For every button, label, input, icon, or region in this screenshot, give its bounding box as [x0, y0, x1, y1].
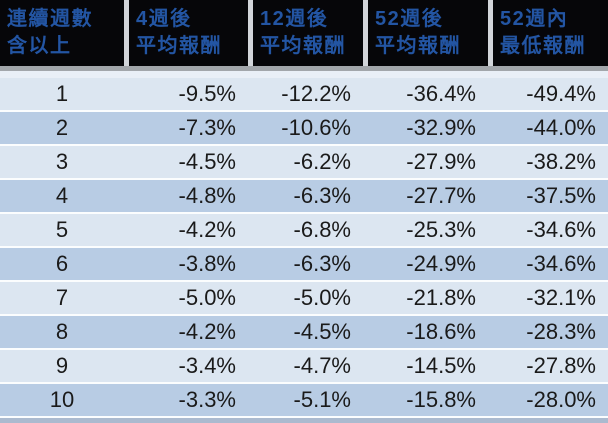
cell-value: -34.6%	[526, 217, 596, 242]
cell-value: -36.4%	[406, 81, 476, 106]
header-line: 平均報酬	[260, 35, 346, 57]
header-line: 52週後	[375, 8, 444, 30]
header-line: 最低報酬	[500, 35, 586, 57]
header-cell-52w-avg-return: 52週後 平均報酬	[363, 0, 488, 66]
table-row: 9 -3.4% -4.7% -14.5% -27.8%	[0, 350, 608, 384]
table-row: 10 -3.3% -5.1% -15.8% -28.0%	[0, 384, 608, 418]
cell-value: -32.1%	[526, 285, 596, 310]
cell-weeks: 5	[55, 217, 69, 242]
cell-value: -3.4%	[178, 353, 236, 378]
cell-weeks: 6	[55, 251, 69, 276]
header-cell-4w-avg-return: 4週後 平均報酬	[124, 0, 248, 66]
header-cell-52w-min-return: 52週內 最低報酬	[488, 0, 608, 66]
cell-value: -6.3%	[293, 251, 351, 276]
header-line: 12週後	[260, 8, 329, 30]
table-row: 2 -7.3% -10.6% -32.9% -44.0%	[0, 112, 608, 146]
header-line: 平均報酬	[136, 35, 222, 57]
cell-value: -21.8%	[406, 285, 476, 310]
cell-value: -4.2%	[178, 217, 236, 242]
cell-value: -6.3%	[293, 183, 351, 208]
cell-weeks: 4	[55, 183, 69, 208]
cell-weeks: 9	[55, 353, 69, 378]
header-line: 含以上	[7, 35, 72, 57]
header-cell-12w-avg-return: 12週後 平均報酬	[248, 0, 363, 66]
cell-weeks: 10	[49, 387, 75, 412]
cell-value: -18.6%	[406, 319, 476, 344]
table-row: 6 -3.8% -6.3% -24.9% -34.6%	[0, 248, 608, 282]
cell-weeks: 1	[55, 81, 69, 106]
table-bottom-strip	[0, 418, 608, 423]
cell-weeks: 3	[55, 149, 69, 174]
cell-value: -37.5%	[526, 183, 596, 208]
cell-value: -4.5%	[178, 149, 236, 174]
table-row: 3 -4.5% -6.2% -27.9% -38.2%	[0, 146, 608, 180]
cell-value: -7.3%	[178, 115, 236, 140]
table-row: 4 -4.8% -6.3% -27.7% -37.5%	[0, 180, 608, 214]
cell-value: -49.4%	[526, 81, 596, 106]
cell-value: -28.3%	[526, 319, 596, 344]
cell-weeks: 7	[55, 285, 69, 310]
table-row: 5 -4.2% -6.8% -25.3% -34.6%	[0, 214, 608, 248]
table-row: 1 -9.5% -12.2% -36.4% -49.4%	[0, 78, 608, 112]
table-row: 7 -5.0% -5.0% -21.8% -32.1%	[0, 282, 608, 316]
header-line: 平均報酬	[375, 35, 461, 57]
cell-value: -9.5%	[178, 81, 236, 106]
cell-value: -27.9%	[406, 149, 476, 174]
cell-value: -6.2%	[293, 149, 351, 174]
cell-weeks: 8	[55, 319, 69, 344]
cell-value: -10.6%	[281, 115, 351, 140]
header-line: 52週內	[500, 8, 569, 30]
cell-value: -12.2%	[281, 81, 351, 106]
cell-value: -5.0%	[178, 285, 236, 310]
cell-value: -25.3%	[406, 217, 476, 242]
cell-value: -5.0%	[293, 285, 351, 310]
cell-value: -27.8%	[526, 353, 596, 378]
cell-value: -38.2%	[526, 149, 596, 174]
cell-value: -32.9%	[406, 115, 476, 140]
cell-weeks: 2	[55, 115, 69, 140]
cell-value: -4.2%	[178, 319, 236, 344]
cell-value: -44.0%	[526, 115, 596, 140]
cell-value: -4.7%	[293, 353, 351, 378]
cell-value: -24.9%	[406, 251, 476, 276]
header-divider-light-band	[0, 71, 608, 78]
cell-value: -4.5%	[293, 319, 351, 344]
header-cell-consecutive-weeks: 連續週數 含以上	[0, 0, 124, 66]
cell-value: -27.7%	[406, 183, 476, 208]
cell-value: -5.1%	[293, 387, 351, 412]
cell-value: -34.6%	[526, 251, 596, 276]
cell-value: -3.8%	[178, 251, 236, 276]
cell-value: -3.3%	[178, 387, 236, 412]
header-line: 連續週數	[7, 8, 93, 30]
table-row: 8 -4.2% -4.5% -18.6% -28.3%	[0, 316, 608, 350]
cell-value: -28.0%	[526, 387, 596, 412]
cell-value: -15.8%	[406, 387, 476, 412]
header-line: 4週後	[136, 8, 192, 30]
header-divider-band	[0, 66, 608, 71]
table-header-row: 連續週數 含以上 4週後 平均報酬 12週後 平均報酬 52週後 平均報酬 52…	[0, 0, 608, 66]
cell-value: -4.8%	[178, 183, 236, 208]
cell-value: -6.8%	[293, 217, 351, 242]
cell-value: -14.5%	[406, 353, 476, 378]
table-body: 1 -9.5% -12.2% -36.4% -49.4% 2 -7.3% -10…	[0, 78, 608, 418]
